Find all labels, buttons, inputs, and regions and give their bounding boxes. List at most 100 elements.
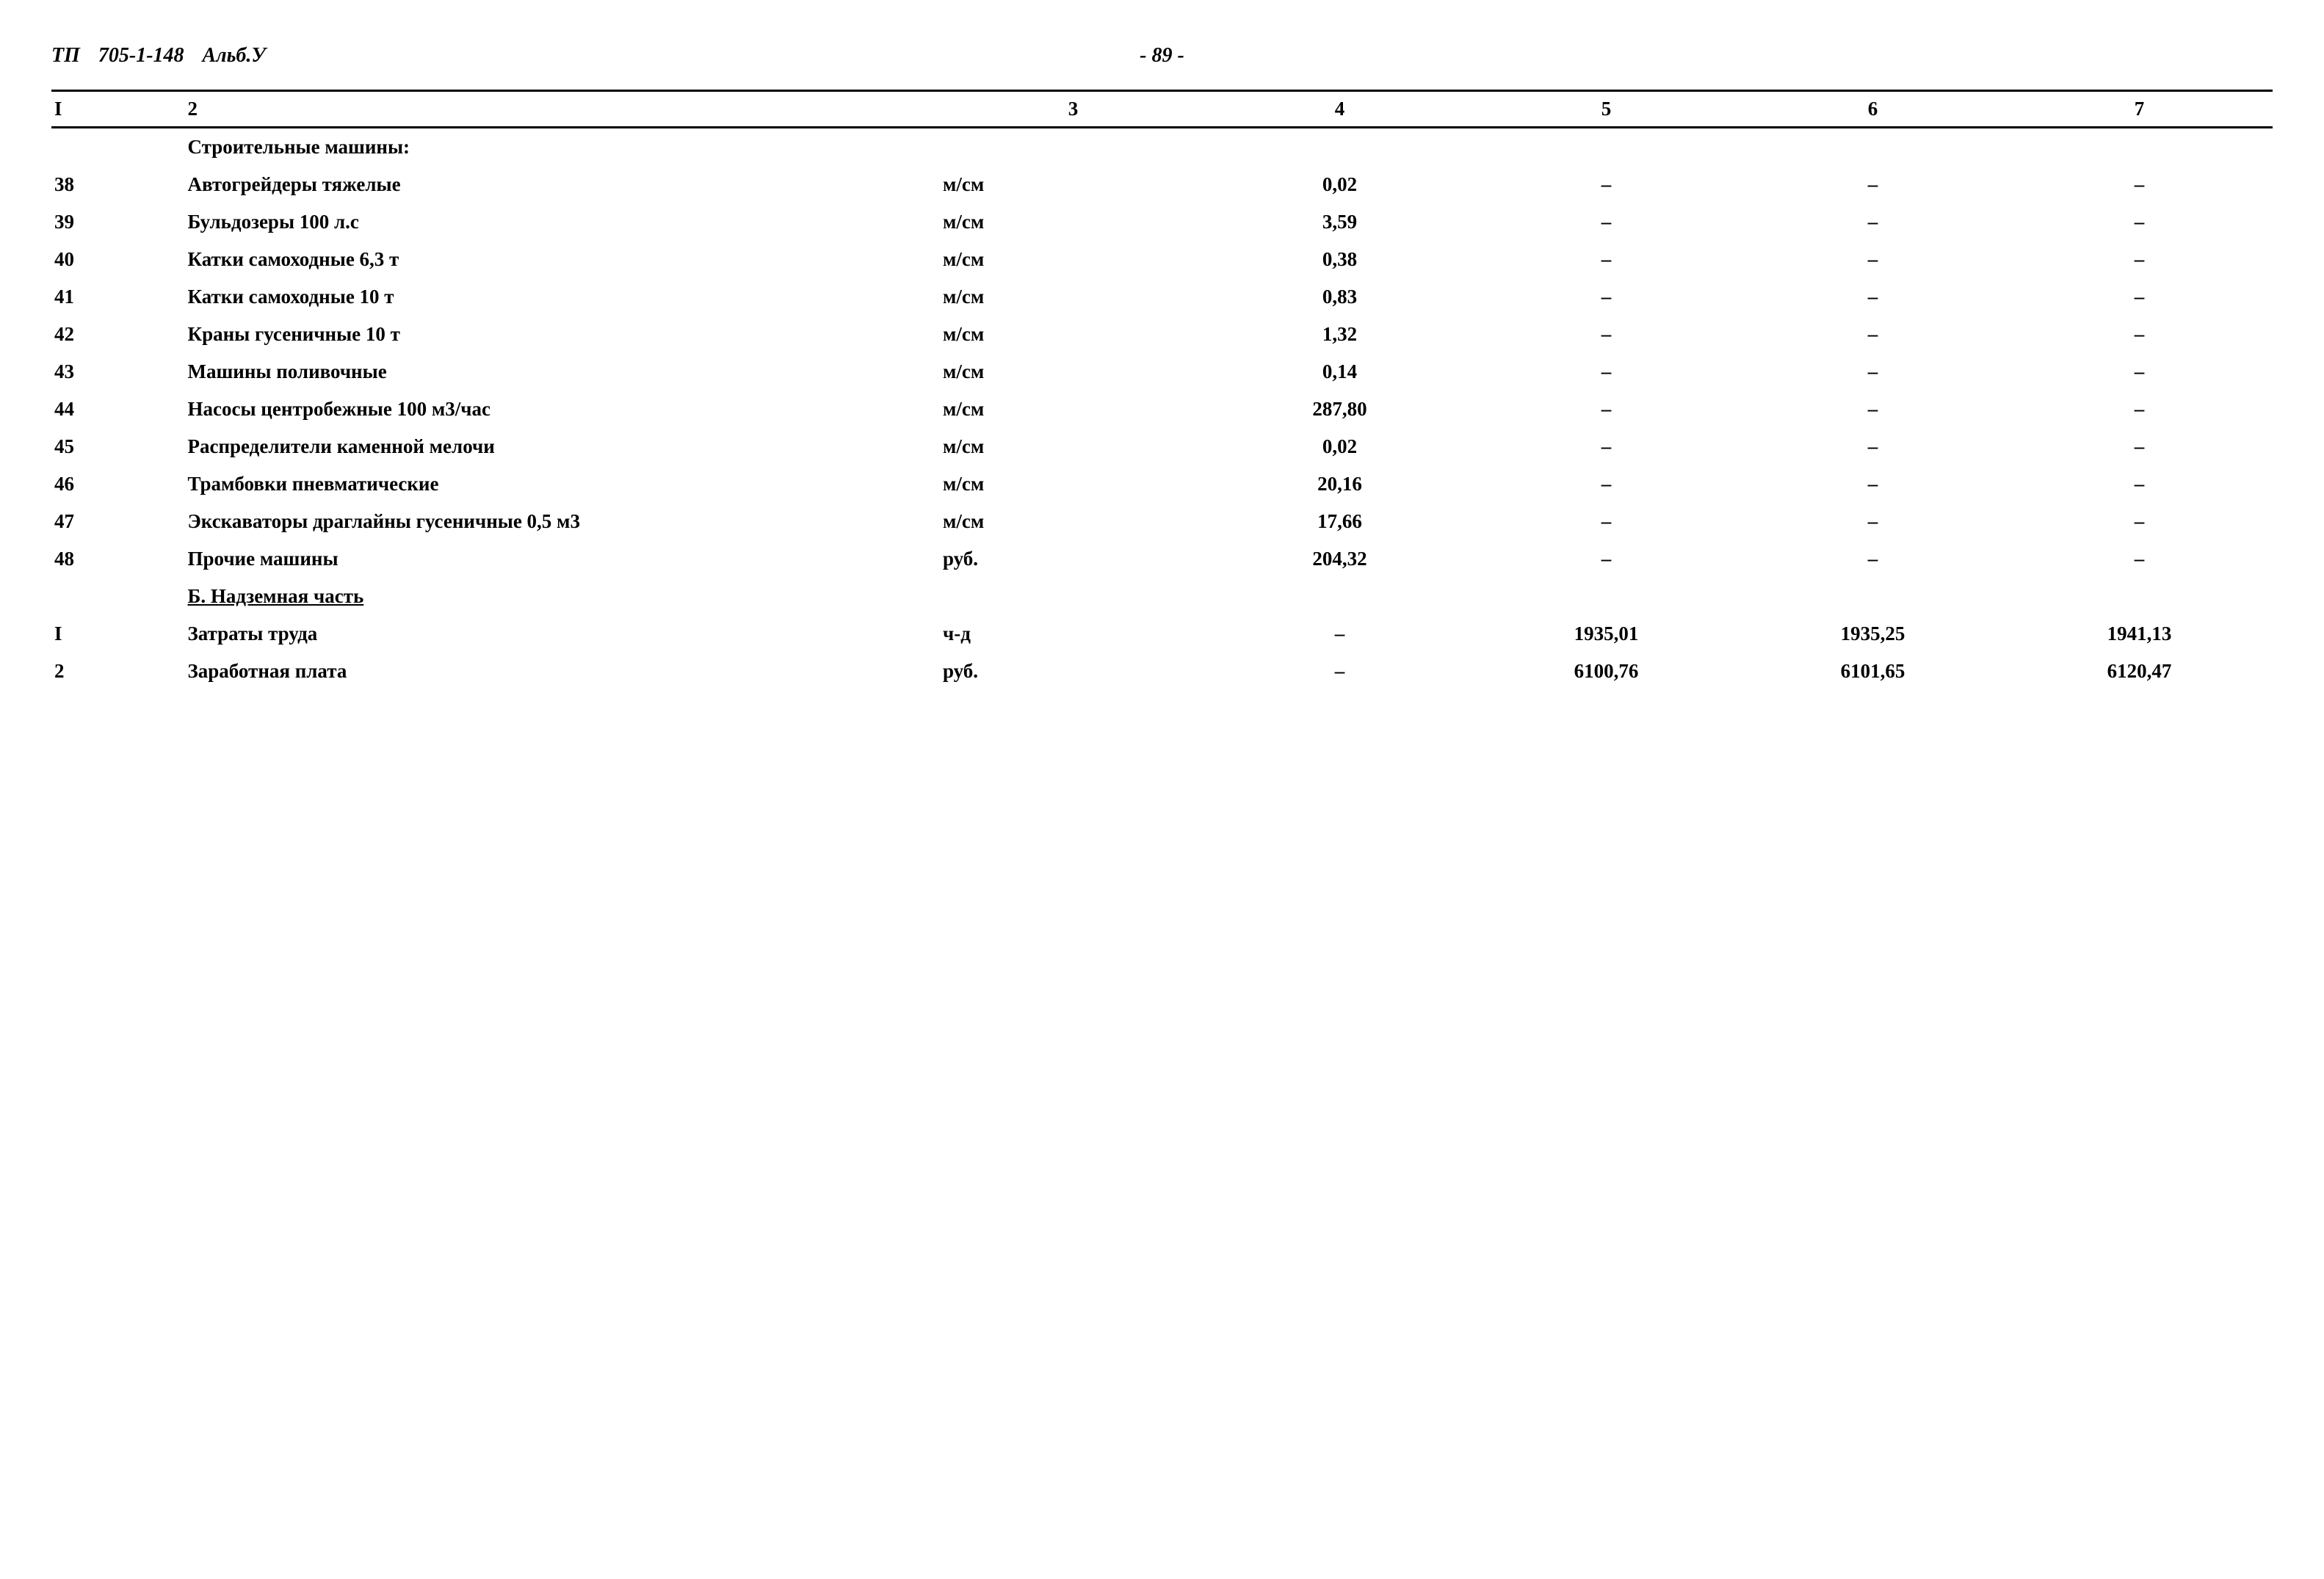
cell-name: Распределители каменной мелочи xyxy=(185,428,941,465)
cell-num: 41 xyxy=(51,278,185,316)
cell-c4: – xyxy=(1206,615,1473,653)
cell-c7: – xyxy=(2006,503,2273,540)
cell-c7: – xyxy=(2006,391,2273,428)
table-row: 42Краны гусеничные 10 тм/см1,32––– xyxy=(51,316,2273,353)
table-row: 45Распределители каменной мелочим/см0,02… xyxy=(51,428,2273,465)
cell-c5: – xyxy=(1473,465,1740,503)
cell-c5: – xyxy=(1473,316,1740,353)
col-header-5: 5 xyxy=(1473,91,1740,128)
table-row: 48Прочие машиныруб.204,32––– xyxy=(51,540,2273,578)
cell-c7: 1941,13 xyxy=(2006,615,2273,653)
cell-name: Машины поливочные xyxy=(185,353,941,391)
cell-c7: – xyxy=(2006,166,2273,203)
album-label: Альб.У xyxy=(203,44,266,68)
cell-name: Катки самоходные 6,3 т xyxy=(185,241,941,278)
cell-empty xyxy=(1740,578,2006,615)
cell-c4: 0,02 xyxy=(1206,428,1473,465)
section-title-machines: Строительные машины: xyxy=(185,128,941,167)
cell-c7: – xyxy=(2006,353,2273,391)
cell-num: 38 xyxy=(51,166,185,203)
cell-c5: – xyxy=(1473,503,1740,540)
cell-c5: – xyxy=(1473,278,1740,316)
cell-unit: м/см xyxy=(940,353,1206,391)
table-row: 39Бульдозеры 100 л.см/см3,59––– xyxy=(51,203,2273,241)
cell-c6: 1935,25 xyxy=(1740,615,2006,653)
cell-c7: 6120,47 xyxy=(2006,653,2273,690)
cell-c4: 0,02 xyxy=(1206,166,1473,203)
cell-c6: – xyxy=(1740,540,2006,578)
cell-c4: 1,32 xyxy=(1206,316,1473,353)
cell-c5: 6100,76 xyxy=(1473,653,1740,690)
cell-unit: м/см xyxy=(940,316,1206,353)
cell-num: 46 xyxy=(51,465,185,503)
table-row: 38Автогрейдеры тяжелыем/см0,02––– xyxy=(51,166,2273,203)
cell-name: Насосы центробежные 100 м3/час xyxy=(185,391,941,428)
cell-c6: – xyxy=(1740,203,2006,241)
cell-c5: – xyxy=(1473,353,1740,391)
cell-name: Экскаваторы драглайны гусеничные 0,5 м3 xyxy=(185,503,941,540)
cell-c6: – xyxy=(1740,353,2006,391)
cell-c4: 0,83 xyxy=(1206,278,1473,316)
cell-empty xyxy=(940,578,1206,615)
cell-num: 44 xyxy=(51,391,185,428)
header-left: ТП 705-1-148 Альб.У xyxy=(51,44,266,68)
cell-empty xyxy=(2006,128,2273,167)
section-row: Б. Надземная часть xyxy=(51,578,2273,615)
cell-c5: – xyxy=(1473,166,1740,203)
col-header-3: 3 xyxy=(940,91,1206,128)
page-header: ТП 705-1-148 Альб.У - 89 - xyxy=(51,44,2273,68)
cell-num: 48 xyxy=(51,540,185,578)
cell-c6: – xyxy=(1740,503,2006,540)
cell-num: 47 xyxy=(51,503,185,540)
table-row: 47Экскаваторы драглайны гусеничные 0,5 м… xyxy=(51,503,2273,540)
cell-num xyxy=(51,578,185,615)
col-header-7: 7 xyxy=(2006,91,2273,128)
cell-name: Затраты труда xyxy=(185,615,941,653)
cell-c7: – xyxy=(2006,465,2273,503)
cell-c4: 287,80 xyxy=(1206,391,1473,428)
cell-c5: 1935,01 xyxy=(1473,615,1740,653)
cell-c5: – xyxy=(1473,241,1740,278)
cell-unit: м/см xyxy=(940,465,1206,503)
cell-num: 42 xyxy=(51,316,185,353)
cell-c7: – xyxy=(2006,540,2273,578)
cell-c7: – xyxy=(2006,203,2273,241)
cell-empty xyxy=(1473,128,1740,167)
table-row: 41Катки самоходные 10 тм/см0,83––– xyxy=(51,278,2273,316)
table-row: 40Катки самоходные 6,3 тм/см0,38––– xyxy=(51,241,2273,278)
cell-num: 39 xyxy=(51,203,185,241)
cell-c6: – xyxy=(1740,391,2006,428)
table-row: IЗатраты трудач-д–1935,011935,251941,13 xyxy=(51,615,2273,653)
cell-c5: – xyxy=(1473,391,1740,428)
cell-num xyxy=(51,128,185,167)
cell-num: 45 xyxy=(51,428,185,465)
cell-c7: – xyxy=(2006,241,2273,278)
cell-c6: – xyxy=(1740,241,2006,278)
cell-num: 2 xyxy=(51,653,185,690)
cell-c4: 0,14 xyxy=(1206,353,1473,391)
cell-empty xyxy=(940,128,1206,167)
cell-unit: м/см xyxy=(940,241,1206,278)
cell-c5: – xyxy=(1473,428,1740,465)
section-title-b: Б. Надземная часть xyxy=(185,578,941,615)
cell-empty xyxy=(1473,578,1740,615)
cell-name: Катки самоходные 10 т xyxy=(185,278,941,316)
cell-name: Заработная плата xyxy=(185,653,941,690)
cell-c4: 204,32 xyxy=(1206,540,1473,578)
cell-unit: м/см xyxy=(940,166,1206,203)
cell-name: Трамбовки пневматические xyxy=(185,465,941,503)
cell-unit: м/см xyxy=(940,391,1206,428)
cell-c4: 0,38 xyxy=(1206,241,1473,278)
cell-unit: м/см xyxy=(940,428,1206,465)
table-header-row: I 2 3 4 5 6 7 xyxy=(51,91,2273,128)
col-header-2: 2 xyxy=(185,91,941,128)
cell-unit: ч-д xyxy=(940,615,1206,653)
cell-unit: руб. xyxy=(940,653,1206,690)
cell-name: Прочие машины xyxy=(185,540,941,578)
cell-empty xyxy=(1206,578,1473,615)
cell-name: Автогрейдеры тяжелые xyxy=(185,166,941,203)
col-header-6: 6 xyxy=(1740,91,2006,128)
cell-c7: – xyxy=(2006,278,2273,316)
cell-unit: м/см xyxy=(940,203,1206,241)
cell-c7: – xyxy=(2006,316,2273,353)
